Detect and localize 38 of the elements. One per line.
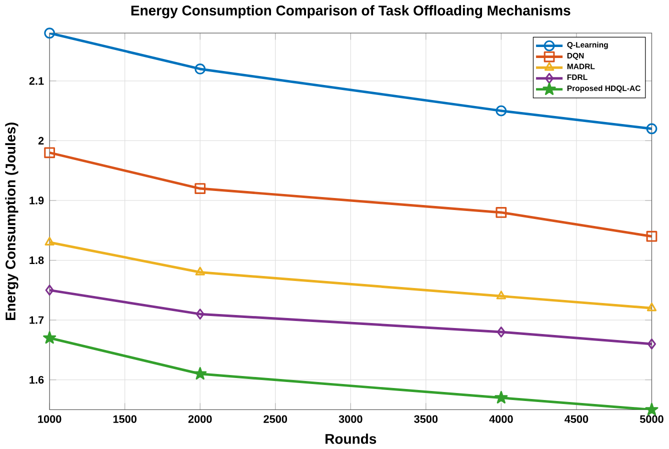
point (194, 183, 206, 194)
point (496, 206, 507, 218)
point (194, 366, 207, 380)
x-tick-label: 3000 (338, 415, 362, 423)
point (496, 326, 506, 338)
point (44, 236, 54, 246)
x-axis-title: Rounds (326, 434, 376, 444)
point (496, 290, 506, 300)
y-tick-label: 1.7 (30, 316, 44, 324)
point (43, 331, 56, 344)
point (44, 147, 56, 158)
point (646, 123, 658, 134)
x-tick-label: 2000 (188, 415, 212, 423)
point (645, 402, 658, 416)
x-tick-label: 5000 (640, 415, 664, 423)
x-tick-label: 3500 (414, 415, 438, 423)
x-tick-label: 4500 (564, 415, 588, 423)
chart-title: Energy Consumption Comparison of Task Offloading Mechanisms (131, 5, 570, 18)
point (44, 28, 56, 39)
y-tick-label: 2.1 (29, 77, 44, 85)
x-tick-label: 4000 (489, 415, 513, 423)
point (194, 63, 206, 74)
x-tick-label: 2500 (264, 415, 288, 423)
y-tick-label: 1.6 (30, 376, 44, 384)
y-tick-label: 2 (38, 136, 44, 144)
point (196, 308, 204, 320)
point (646, 302, 657, 312)
y-tick-label: 1.9 (30, 196, 44, 204)
point (496, 105, 507, 116)
x-tick-label: 1000 (38, 415, 62, 423)
point (494, 390, 508, 404)
y-axis-title: Energy Consumption (Joules) (5, 122, 18, 320)
y-tick-label: 1.8 (30, 256, 44, 264)
x-tick-label: 1500 (113, 415, 136, 423)
point (646, 230, 658, 242)
point (45, 284, 54, 296)
point (647, 338, 656, 350)
point (195, 266, 205, 276)
